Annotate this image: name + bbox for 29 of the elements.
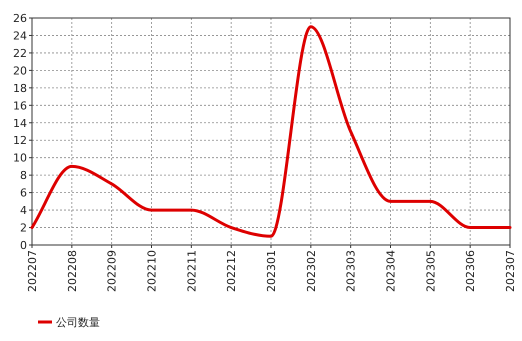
x-tick-label: 202212 bbox=[225, 250, 238, 292]
x-tick-label: 202307 bbox=[504, 250, 517, 292]
legend: 公司数量 bbox=[38, 316, 100, 329]
y-tick-label: 18 bbox=[13, 82, 27, 95]
y-tick-label: 8 bbox=[20, 169, 27, 182]
x-tick-label: 202209 bbox=[106, 250, 119, 292]
x-tick-label: 202304 bbox=[384, 250, 398, 292]
x-tick-label: 202208 bbox=[66, 250, 79, 292]
y-tick-label: 0 bbox=[20, 239, 27, 252]
x-tick-label: 202303 bbox=[344, 250, 358, 292]
x-tick-label: 202306 bbox=[464, 250, 478, 292]
y-tick-label: 26 bbox=[13, 12, 27, 25]
x-tick-label: 202207 bbox=[26, 250, 39, 292]
x-tick-label: 202210 bbox=[146, 250, 158, 292]
x-tick-label: 202301 bbox=[265, 250, 278, 292]
x-tick-label: 202211 bbox=[185, 250, 198, 292]
x-tick-label: 202302 bbox=[304, 250, 318, 292]
y-tick-label: 22 bbox=[13, 46, 27, 60]
y-tick-label: 10 bbox=[13, 152, 27, 165]
y-tick-label: 4 bbox=[20, 204, 27, 218]
y-tick-label: 20 bbox=[13, 64, 27, 78]
y-tick-label: 2 bbox=[20, 222, 27, 235]
y-tick-label: 14 bbox=[13, 116, 27, 130]
y-tick-label: 12 bbox=[13, 134, 27, 148]
legend-label: 公司数量 bbox=[56, 316, 100, 329]
x-tick-label: 202305 bbox=[424, 250, 438, 292]
y-tick-label: 24 bbox=[13, 29, 27, 42]
y-tick-label: 16 bbox=[13, 99, 27, 112]
y-tick-label: 6 bbox=[20, 186, 27, 200]
